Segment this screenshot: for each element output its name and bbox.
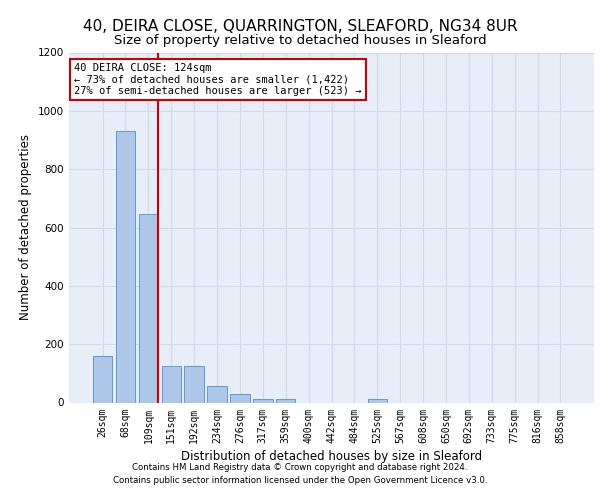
Bar xyxy=(368,399,387,402)
Text: Contains public sector information licensed under the Open Government Licence v3: Contains public sector information licen… xyxy=(113,476,487,485)
Bar xyxy=(208,386,227,402)
Bar xyxy=(93,356,112,403)
Y-axis label: Number of detached properties: Number of detached properties xyxy=(19,134,32,320)
Text: 40 DEIRA CLOSE: 124sqm
← 73% of detached houses are smaller (1,422)
27% of semi-: 40 DEIRA CLOSE: 124sqm ← 73% of detached… xyxy=(74,63,362,96)
Text: Size of property relative to detached houses in Sleaford: Size of property relative to detached ho… xyxy=(113,34,487,47)
Bar xyxy=(116,131,135,402)
Bar xyxy=(139,214,158,402)
Bar xyxy=(230,394,250,402)
Bar xyxy=(161,366,181,403)
Text: Contains HM Land Registry data © Crown copyright and database right 2024.: Contains HM Land Registry data © Crown c… xyxy=(132,464,468,472)
Bar xyxy=(184,366,204,403)
Bar xyxy=(253,399,272,402)
Bar xyxy=(276,399,295,402)
Text: 40, DEIRA CLOSE, QUARRINGTON, SLEAFORD, NG34 8UR: 40, DEIRA CLOSE, QUARRINGTON, SLEAFORD, … xyxy=(83,19,517,34)
X-axis label: Distribution of detached houses by size in Sleaford: Distribution of detached houses by size … xyxy=(181,450,482,462)
